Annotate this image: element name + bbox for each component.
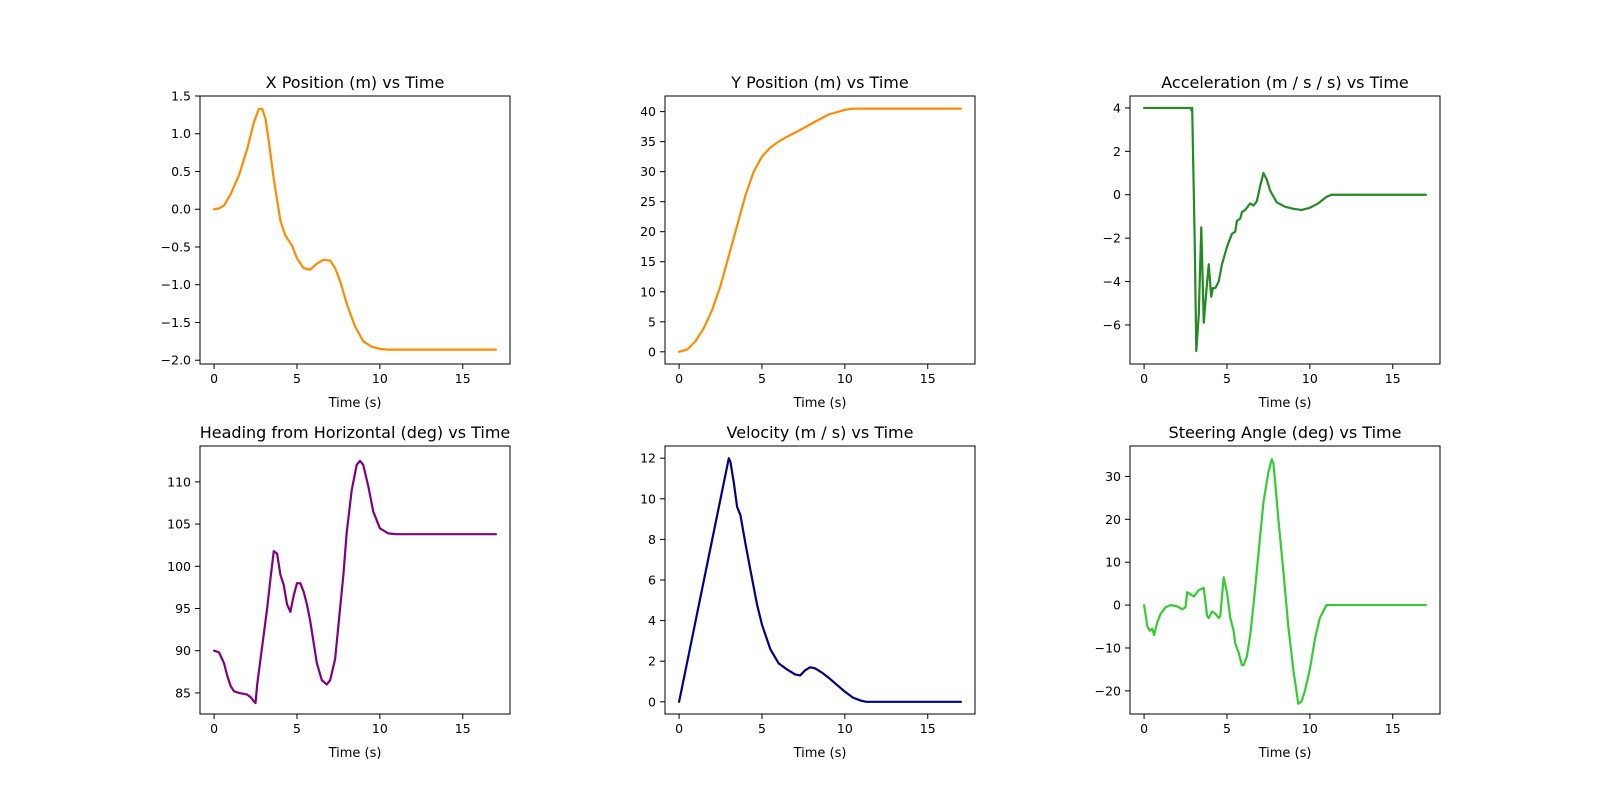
y-tick-label: 85 bbox=[175, 685, 191, 700]
x-tick-label: 0 bbox=[210, 721, 218, 736]
y-tick-label: 6 bbox=[648, 573, 656, 588]
y-tick-label: 10 bbox=[1105, 555, 1121, 570]
y-tick-label: 1.0 bbox=[171, 126, 191, 141]
y-tick-label: 105 bbox=[167, 517, 191, 532]
y-tick-label: 90 bbox=[175, 643, 191, 658]
y-tick-label: 15 bbox=[640, 254, 656, 269]
y-tick-label: 10 bbox=[640, 284, 656, 299]
plot-title: Heading from Horizontal (deg) vs Time bbox=[200, 423, 511, 442]
y-tick-label: 110 bbox=[167, 474, 191, 489]
y-tick-label: 4 bbox=[1113, 100, 1121, 115]
x-tick-label: 0 bbox=[210, 371, 218, 386]
x-tick-label: 15 bbox=[455, 721, 471, 736]
y-tick-label: 100 bbox=[167, 559, 191, 574]
y-tick-label: 20 bbox=[1105, 512, 1121, 527]
x-axis-label: Time (s) bbox=[793, 396, 847, 411]
x-tick-label: 5 bbox=[293, 371, 301, 386]
x-tick-label: 10 bbox=[1302, 371, 1318, 386]
series-line bbox=[677, 107, 963, 353]
y-tick-label: −0.5 bbox=[161, 239, 191, 254]
y-tick-label: 0.5 bbox=[171, 164, 191, 179]
x-tick-label: 15 bbox=[1385, 371, 1401, 386]
y-tick-label: −2 bbox=[1103, 231, 1121, 246]
x-tick-label: 0 bbox=[1140, 721, 1148, 736]
y-tick-label: 8 bbox=[648, 532, 656, 547]
y-tick-label: 95 bbox=[175, 601, 191, 616]
x-tick-label: 0 bbox=[675, 721, 683, 736]
x-tick-label: 0 bbox=[675, 371, 683, 386]
y-tick-label: −1.0 bbox=[161, 277, 191, 292]
x-tick-label: 0 bbox=[1140, 371, 1148, 386]
plot-frame bbox=[664, 95, 976, 365]
x-tick-label: 15 bbox=[920, 721, 936, 736]
series-line bbox=[677, 457, 963, 703]
y-tick-label: −6 bbox=[1103, 317, 1121, 332]
y-tick-label: 0 bbox=[1113, 187, 1121, 202]
plot-y-position: Y Position (m) vs Time Time (s) 0 5 10 15 0 5… bbox=[640, 73, 976, 411]
y-tick-label: 25 bbox=[640, 194, 656, 209]
x-tick-label: 15 bbox=[1385, 721, 1401, 736]
plot-steering-angle: Steering Angle (deg) vs Time Time (s) 0 5… bbox=[1095, 423, 1441, 761]
x-tick-label: 10 bbox=[372, 721, 388, 736]
x-tick-label: 10 bbox=[837, 721, 853, 736]
y-tick-label: 1.5 bbox=[171, 89, 191, 104]
x-tick-label: 15 bbox=[455, 371, 471, 386]
y-tick-label: −2.0 bbox=[161, 353, 191, 368]
series-line bbox=[212, 107, 498, 351]
x-axis-label: Time (s) bbox=[1258, 746, 1312, 761]
x-tick-label: 10 bbox=[837, 371, 853, 386]
plot-title: Velocity (m / s) vs Time bbox=[727, 423, 914, 442]
plot-frame bbox=[664, 445, 976, 715]
y-tick-label: 2 bbox=[648, 654, 656, 669]
plot-title: Steering Angle (deg) vs Time bbox=[1169, 423, 1402, 442]
plot-velocity: Velocity (m / s) vs Time Time (s) 0 5 10 15… bbox=[640, 423, 976, 761]
x-tick-label: 5 bbox=[1223, 371, 1231, 386]
y-tick-label: −20 bbox=[1095, 683, 1121, 698]
x-tick-label: 5 bbox=[758, 371, 766, 386]
plot-x-position: X Position (m) vs Time Time (s) 0 5 10 15 1.… bbox=[161, 73, 511, 411]
series-line bbox=[212, 459, 498, 705]
y-tick-label: 2 bbox=[1113, 144, 1121, 159]
x-axis-label: Time (s) bbox=[328, 396, 382, 411]
plot-title: X Position (m) vs Time bbox=[266, 73, 445, 92]
plot-title: Y Position (m) vs Time bbox=[730, 73, 908, 92]
y-tick-label: 40 bbox=[640, 104, 656, 119]
plot-acceleration: Acceleration (m / s / s) vs Time Time (s… bbox=[1103, 73, 1441, 411]
x-axis-label: Time (s) bbox=[328, 746, 382, 761]
y-tick-label: 30 bbox=[640, 164, 656, 179]
x-axis-label: Time (s) bbox=[793, 746, 847, 761]
y-tick-label: 0 bbox=[648, 344, 656, 359]
x-tick-label: 10 bbox=[1302, 721, 1318, 736]
series-line bbox=[1142, 106, 1428, 353]
x-tick-label: 5 bbox=[1223, 721, 1231, 736]
x-tick-label: 10 bbox=[372, 371, 388, 386]
y-tick-label: 4 bbox=[648, 613, 656, 628]
x-tick-label: 5 bbox=[758, 721, 766, 736]
y-tick-label: −4 bbox=[1103, 274, 1121, 289]
x-tick-label: 15 bbox=[920, 371, 936, 386]
y-tick-label: 5 bbox=[648, 314, 656, 329]
y-tick-label: 35 bbox=[640, 134, 656, 149]
y-tick-label: 0 bbox=[648, 694, 656, 709]
y-tick-label: 0.0 bbox=[171, 202, 191, 217]
y-tick-label: 10 bbox=[640, 491, 656, 506]
plot-title: Acceleration (m / s / s) vs Time bbox=[1161, 73, 1409, 92]
y-tick-label: −1.5 bbox=[161, 315, 191, 330]
x-tick-label: 5 bbox=[293, 721, 301, 736]
y-tick-label: 0 bbox=[1113, 598, 1121, 613]
y-tick-label: 30 bbox=[1105, 469, 1121, 484]
plot-frame bbox=[199, 445, 511, 715]
x-axis-label: Time (s) bbox=[1258, 396, 1312, 411]
series-line bbox=[1142, 458, 1428, 705]
y-tick-label: 20 bbox=[640, 224, 656, 239]
y-tick-label: −10 bbox=[1095, 640, 1121, 655]
plot-frame bbox=[1129, 445, 1441, 715]
plot-frame bbox=[199, 95, 511, 365]
y-tick-label: 12 bbox=[640, 451, 656, 466]
plot-frame bbox=[1129, 95, 1441, 365]
plot-heading: Heading from Horizontal (deg) vs Time Ti… bbox=[167, 423, 511, 761]
